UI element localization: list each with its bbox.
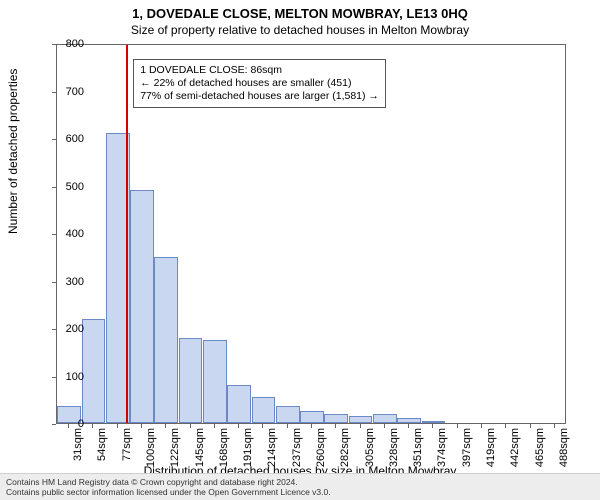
x-tick-mark [141, 424, 142, 428]
bar [227, 385, 251, 423]
annotation-box: 1 DOVEDALE CLOSE: 86sqm ← 22% of detache… [133, 59, 386, 108]
bar [422, 421, 446, 423]
bar [300, 411, 324, 423]
y-tick-mark [52, 329, 56, 330]
footer: Contains HM Land Registry data © Crown c… [0, 473, 600, 500]
x-tick-label: 237sqm [291, 428, 303, 467]
bar [154, 257, 178, 423]
chart-area: 1 DOVEDALE CLOSE: 86sqm ← 22% of detache… [56, 44, 566, 424]
plot-region: 1 DOVEDALE CLOSE: 86sqm ← 22% of detache… [56, 44, 566, 424]
x-tick-mark [530, 424, 531, 428]
x-tick-label: 77sqm [121, 428, 133, 461]
x-tick-mark [92, 424, 93, 428]
x-tick-label: 442sqm [509, 428, 521, 467]
x-tick-mark [408, 424, 409, 428]
x-tick-mark [432, 424, 433, 428]
x-tick-mark [238, 424, 239, 428]
annotation-line1: 1 DOVEDALE CLOSE: 86sqm [140, 64, 379, 77]
bar [324, 414, 348, 424]
x-tick-label: 488sqm [558, 428, 570, 467]
footer-line2: Contains public sector information licen… [6, 487, 594, 497]
y-tick-mark [52, 44, 56, 45]
x-tick-label: 191sqm [242, 428, 254, 467]
chart-title-main: 1, DOVEDALE CLOSE, MELTON MOWBRAY, LE13 … [0, 0, 600, 21]
x-tick-mark [117, 424, 118, 428]
y-tick-mark [52, 282, 56, 283]
chart-title-sub: Size of property relative to detached ho… [0, 21, 600, 41]
x-tick-mark [554, 424, 555, 428]
bar [397, 418, 421, 423]
x-tick-label: 31sqm [72, 428, 84, 461]
x-tick-mark [481, 424, 482, 428]
y-tick-mark [52, 139, 56, 140]
bar [203, 340, 227, 423]
bar [130, 190, 154, 423]
y-tick-mark [52, 424, 56, 425]
annotation-line2: ← 22% of detached houses are smaller (45… [140, 77, 379, 90]
x-tick-mark [262, 424, 263, 428]
x-tick-label: 54sqm [96, 428, 108, 461]
x-tick-label: 145sqm [194, 428, 206, 467]
bar [82, 319, 106, 424]
x-tick-mark [360, 424, 361, 428]
x-tick-label: 214sqm [266, 428, 278, 467]
x-tick-mark [287, 424, 288, 428]
reference-line [126, 45, 128, 423]
x-tick-label: 282sqm [339, 428, 351, 467]
x-tick-mark [384, 424, 385, 428]
x-tick-label: 397sqm [461, 428, 473, 467]
bar [179, 338, 203, 424]
y-tick-mark [52, 92, 56, 93]
x-tick-label: 100sqm [145, 428, 157, 467]
x-tick-label: 351sqm [412, 428, 424, 467]
y-axis-label: Number of detached properties [6, 69, 20, 234]
bar [349, 416, 373, 423]
footer-line1: Contains HM Land Registry data © Crown c… [6, 477, 594, 487]
x-tick-label: 122sqm [169, 428, 181, 467]
x-tick-mark [335, 424, 336, 428]
x-tick-mark [505, 424, 506, 428]
x-tick-label: 419sqm [485, 428, 497, 467]
x-tick-mark [190, 424, 191, 428]
x-tick-mark [68, 424, 69, 428]
x-tick-mark [165, 424, 166, 428]
bar [373, 414, 397, 424]
x-tick-mark [214, 424, 215, 428]
x-tick-label: 328sqm [388, 428, 400, 467]
y-tick-mark [52, 377, 56, 378]
x-tick-label: 168sqm [218, 428, 230, 467]
x-tick-label: 374sqm [436, 428, 448, 467]
y-tick-mark [52, 234, 56, 235]
x-tick-mark [311, 424, 312, 428]
x-tick-mark [457, 424, 458, 428]
x-tick-label: 260sqm [315, 428, 327, 467]
bar [276, 406, 300, 423]
bar [252, 397, 276, 423]
y-tick-mark [52, 187, 56, 188]
x-tick-label: 305sqm [364, 428, 376, 467]
annotation-line3: 77% of semi-detached houses are larger (… [140, 90, 379, 103]
x-tick-label: 465sqm [534, 428, 546, 467]
